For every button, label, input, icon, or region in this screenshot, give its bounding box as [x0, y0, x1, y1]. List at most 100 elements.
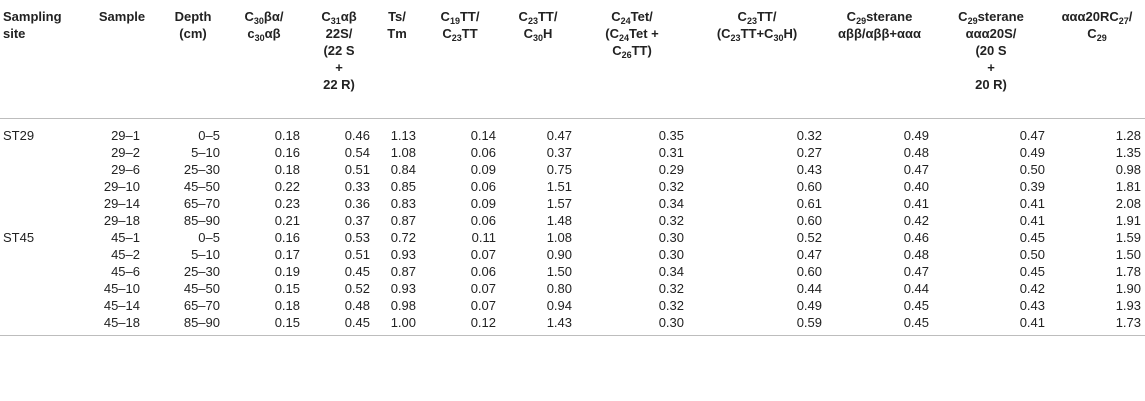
cell-value: 0.29: [658, 161, 684, 177]
cell-sampling-site: [0, 161, 82, 178]
cell-value: 0.27: [796, 144, 822, 160]
cell-value: 0.80: [546, 280, 572, 296]
cell-value: 0.35: [658, 127, 684, 143]
cell-sampling-site: [0, 178, 82, 195]
cell-sampling-site: [0, 195, 82, 212]
cell-sample: 29–18: [103, 212, 140, 228]
cell-value: 0.40: [903, 178, 929, 194]
cell-value: 0.47: [903, 161, 929, 177]
cell-value: 0.75: [546, 161, 572, 177]
header-sample: Sample: [82, 0, 162, 119]
cell-value: 0.47: [546, 127, 572, 143]
cell-value: 1.81: [1115, 178, 1141, 194]
cell-value: 0.43: [796, 161, 822, 177]
cell-sampling-site: [0, 263, 82, 280]
cell-sample: 29–2: [111, 144, 140, 160]
cell-sample: 29–14: [103, 195, 140, 211]
cell-value: 0.22: [274, 178, 300, 194]
cell-depth: 5–10: [191, 246, 220, 262]
cell-value: 0.98: [390, 297, 416, 313]
cell-value: 0.41: [1019, 212, 1045, 228]
cell-value: 0.47: [796, 246, 822, 262]
cell-value: 1.50: [546, 263, 572, 279]
header-depth: Depth (cm): [162, 0, 224, 119]
cell-value: 0.31: [658, 144, 684, 160]
cell-value: 0.18: [274, 161, 300, 177]
cell-value: 1.08: [546, 229, 572, 245]
cell-value: 0.17: [274, 246, 300, 262]
cell-value: 0.09: [470, 161, 496, 177]
cell-value: 0.30: [658, 229, 684, 245]
cell-value: 0.53: [344, 229, 370, 245]
cell-value: 0.93: [390, 280, 416, 296]
cell-sample: 45–14: [103, 297, 140, 313]
cell-sampling-site: [0, 144, 82, 161]
table-row: 45–2 5–10 0.17 0.51 0.93 0.07 0.90 0.30 0.47 0.48…: [0, 246, 1145, 263]
table-row: 45–14 65–70 0.18 0.48 0.98 0.07 0.94 0.32 0.49 0.…: [0, 297, 1145, 314]
cell-value: 0.93: [390, 246, 416, 262]
cell-value: 1.50: [1115, 246, 1141, 262]
cell-value: 0.48: [903, 144, 929, 160]
cell-value: 0.45: [344, 263, 370, 279]
cell-value: 0.45: [903, 297, 929, 313]
cell-value: 0.36: [344, 195, 370, 211]
cell-value: 0.61: [796, 195, 822, 211]
header-ts-tm: Ts/Tm: [374, 0, 420, 119]
cell-value: 0.11: [471, 229, 496, 245]
cell-value: 0.41: [933, 313, 1049, 336]
cell-value: 0.60: [796, 212, 822, 228]
cell-value: 0.45: [1019, 229, 1045, 245]
cell-value: 0.34: [658, 263, 684, 279]
cell-value: 0.50: [1019, 246, 1045, 262]
cell-value: 0.37: [546, 144, 572, 160]
header-aaa20rc27-c29: ααα20RC27/C29: [1049, 0, 1145, 119]
cell-value: 1.00: [374, 313, 420, 336]
cell-sample: 45–1: [111, 229, 140, 245]
cell-value: 0.42: [903, 212, 929, 228]
cell-value: 0.07: [470, 246, 496, 262]
cell-depth: 85–90: [183, 212, 220, 228]
cell-depth: 0–5: [198, 127, 220, 143]
table-row: 45–6 25–30 0.19 0.45 0.87 0.06 1.50 0.34 0.60 0.4…: [0, 263, 1145, 280]
cell-value: 0.06: [470, 178, 496, 194]
cell-value: 0.15: [224, 313, 304, 336]
cell-value: 2.08: [1115, 195, 1141, 211]
cell-value: 0.49: [1019, 144, 1045, 160]
cell-value: 0.43: [1019, 297, 1045, 313]
cell-sample: 45–2: [111, 246, 140, 262]
cell-value: 0.49: [903, 127, 929, 143]
header-c29sterane-20s: C29sterane ααα20S/(20 S +20 R): [933, 0, 1049, 119]
cell-depth: 65–70: [183, 297, 220, 313]
cell-value: 0.72: [390, 229, 416, 245]
cell-value: 0.52: [796, 229, 822, 245]
cell-value: 0.41: [1019, 195, 1045, 211]
cell-value: 0.32: [658, 212, 684, 228]
header-c30-ratio: C30βα/c30αβ: [224, 0, 304, 119]
cell-depth: 25–30: [183, 263, 220, 279]
cell-sample: 29–6: [111, 161, 140, 177]
cell-value: 0.54: [344, 144, 370, 160]
cell-value: 0.15: [274, 280, 300, 296]
cell-value: 0.09: [470, 195, 496, 211]
cell-depth: 25–30: [183, 161, 220, 177]
table-row: 45–18 85–90 0.15 0.45 1.00 0.12 1.43 0.30 0.59 0.…: [0, 313, 1145, 336]
header-sampling-site: Sampling site: [0, 0, 82, 119]
cell-value: 1.90: [1115, 280, 1141, 296]
cell-value: 0.32: [658, 178, 684, 194]
header-c19tt-c23tt: C19TT/C23TT: [420, 0, 500, 119]
table-row: ST45 45–1 0–5 0.16 0.53 0.72 0.11 1.08 0.30 0.52 0…: [0, 229, 1145, 246]
table-row: ST29 29–1 0–5 0.18 0.46 1.13 0.14 0.47 0.35 0.32 0…: [0, 118, 1145, 144]
cell-depth: 85–90: [162, 313, 224, 336]
table-row: 29–14 65–70 0.23 0.36 0.83 0.09 1.57 0.34 0.61 0.…: [0, 195, 1145, 212]
cell-value: 0.12: [420, 313, 500, 336]
cell-value: 0.32: [658, 297, 684, 313]
cell-value: 0.30: [658, 246, 684, 262]
header-c23tt-c30h: C23TT/C30H: [500, 0, 576, 119]
cell-value: 1.13: [390, 127, 416, 143]
cell-value: 0.33: [344, 178, 370, 194]
cell-sampling-site: [0, 280, 82, 297]
cell-depth: 45–50: [183, 280, 220, 296]
cell-depth: 45–50: [183, 178, 220, 194]
cell-value: 0.60: [796, 263, 822, 279]
cell-value: 0.47: [1019, 127, 1045, 143]
